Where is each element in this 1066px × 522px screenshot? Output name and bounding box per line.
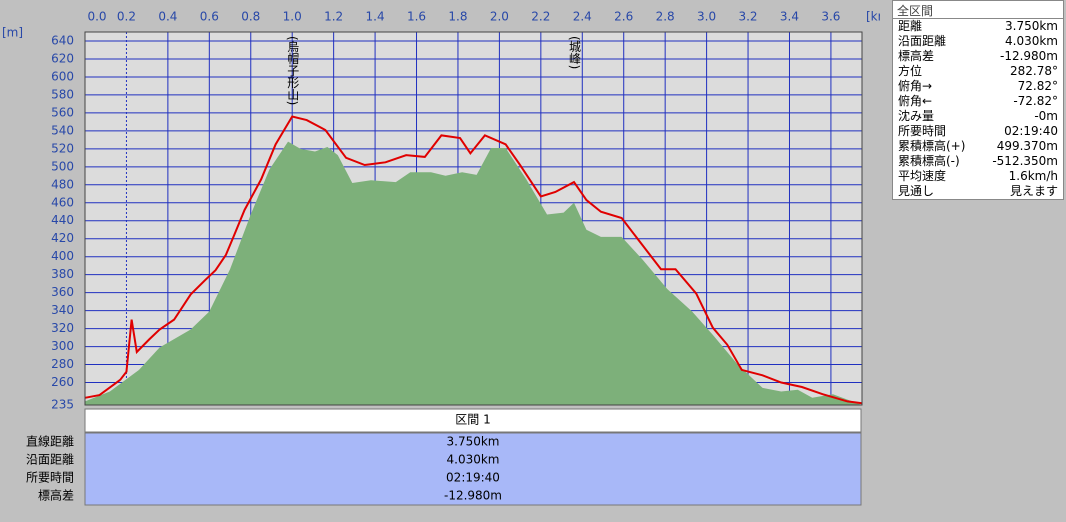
x-tick-label: 1.0	[283, 10, 302, 24]
panel-value: 282.78°	[1010, 64, 1058, 78]
panel-value: -512.350m	[992, 154, 1058, 168]
y-tick-label: 620	[51, 51, 74, 65]
y-tick-label: 440	[51, 213, 74, 227]
y-tick-label: 235	[51, 398, 74, 412]
panel-row: 累積標高(-) -512.350m	[893, 154, 1063, 169]
x-tick-label: 3.0	[697, 10, 716, 24]
table-title: 区間 1	[455, 413, 490, 427]
panel-label: 俯角←	[898, 94, 933, 108]
panel-row: 沿面距離 4.030km	[893, 34, 1063, 49]
panel-label: 標高差	[898, 49, 935, 63]
y-tick-label: 340	[51, 303, 74, 317]
row-value: 02:19:40	[446, 471, 500, 485]
y-tick-label: 500	[51, 159, 74, 173]
x-tick-label: 1.8	[448, 10, 467, 24]
x-unit: [km]	[866, 10, 880, 24]
y-tick-label: 300	[51, 339, 74, 353]
y-tick-label: 480	[51, 177, 74, 191]
panel-label: 沿面距離	[898, 34, 947, 48]
panel-label: 累積標高(-)	[898, 154, 960, 168]
panel-row: 俯角← -72.82°	[893, 94, 1063, 109]
y-tick-label: 420	[51, 231, 74, 245]
panel-row: 所要時間 02:19:40	[893, 124, 1063, 139]
row-label: 所要時間	[26, 471, 74, 485]
y-tick-label: 580	[51, 87, 74, 101]
y-tick-label: 280	[51, 357, 74, 371]
route-line	[84, 115, 863, 405]
panel-value: 72.82°	[1017, 79, 1058, 93]
panel-label: 平均速度	[898, 169, 947, 183]
x-tick-label: 2.4	[573, 10, 592, 24]
panel-value: -72.82°	[1013, 94, 1058, 108]
summary-panel: 全区間 距離 3.750km 沿面距離 4.030km 標高差 -12.980m 方位 282…	[892, 0, 1064, 200]
panel-row: 標高差 -12.980m	[893, 49, 1063, 64]
peak-label: (烏帽子形山)	[286, 36, 300, 105]
y-tick-label: 380	[51, 267, 74, 281]
panel-value: 499.370m	[996, 139, 1058, 153]
y-tick-label: 640	[51, 33, 74, 47]
panel-label: 沈み量	[898, 109, 935, 123]
x-tick-label: 1.4	[366, 10, 385, 24]
y-tick-label: 600	[51, 69, 74, 83]
panel-label: 所要時間	[898, 124, 947, 138]
row-value: 4.030km	[447, 453, 500, 467]
x-tick-label: 0.8	[241, 10, 260, 24]
peak-label: (城峰)	[567, 36, 581, 69]
panel-value: 見えます	[1009, 184, 1058, 198]
x-tick-label: 1.2	[324, 10, 343, 24]
row-label: 沿面距離	[26, 453, 74, 467]
panel-row: 俯角→ 72.82°	[893, 79, 1063, 94]
x-tick-label: 3.6	[821, 10, 840, 24]
x-tick-label: 0.0	[87, 10, 106, 24]
x-tick-label: 2.8	[656, 10, 675, 24]
x-tick-label: 0.2	[117, 10, 136, 24]
panel-value: 1.6km/h	[1008, 169, 1058, 183]
row-value: -12.980m	[444, 489, 502, 503]
chart: [m] [km] 区間 1 235 260 280 300 320 340 360 380 40…	[2, 10, 880, 506]
panel-label: 距離	[898, 19, 923, 33]
panel-title: 全区間	[893, 1, 1063, 19]
x-tick-label: 0.4	[158, 10, 177, 24]
panel-row: 距離 3.750km	[893, 19, 1063, 34]
panel-row: 累積標高(+) 499.370m	[893, 139, 1063, 154]
y-tick-label: 520	[51, 141, 74, 155]
y-tick-label: 360	[51, 285, 74, 299]
panel-value: -12.980m	[999, 49, 1058, 63]
panel-row: 平均速度 1.6km/h	[893, 169, 1063, 184]
y-unit: [m]	[2, 26, 23, 40]
panel-value: 02:19:40	[1004, 124, 1058, 138]
x-tick-label: 1.6	[407, 10, 426, 24]
y-tick-label: 540	[51, 123, 74, 137]
panel-row: 方位 282.78°	[893, 64, 1063, 79]
x-tick-label: 3.2	[738, 10, 757, 24]
row-label: 直線距離	[26, 434, 74, 449]
panel-label: 俯角→	[898, 79, 933, 93]
plot-border	[84, 31, 863, 406]
x-tick-label: 2.2	[531, 10, 550, 24]
y-tick-label: 460	[51, 195, 74, 209]
terrain-area	[85, 141, 862, 405]
x-tick-label: 0.6	[200, 10, 219, 24]
panel-row: 見通し 見えます	[893, 184, 1063, 199]
x-tick-label: 2.6	[614, 10, 633, 24]
y-tick-label: 260	[51, 375, 74, 389]
y-tick-label: 560	[51, 105, 74, 119]
x-tick-label: 3.4	[780, 10, 799, 24]
row-value: 3.750km	[447, 435, 500, 449]
row-label: 標高差	[38, 488, 74, 503]
table-body	[84, 432, 862, 506]
panel-label: 方位	[898, 64, 923, 78]
panel-row: 沈み量 -0m	[893, 109, 1063, 124]
x-tick-label: 2.0	[490, 10, 509, 24]
y-tick-label: 320	[51, 321, 74, 335]
panel-label: 累積標高(+)	[898, 139, 966, 153]
table-header	[84, 408, 862, 433]
panel-value: 4.030km	[1005, 34, 1058, 48]
panel-label: 見通し	[898, 184, 935, 198]
panel-value: 3.750km	[1005, 19, 1058, 33]
y-tick-label: 400	[51, 249, 74, 263]
panel-value: -0m	[1034, 109, 1058, 123]
